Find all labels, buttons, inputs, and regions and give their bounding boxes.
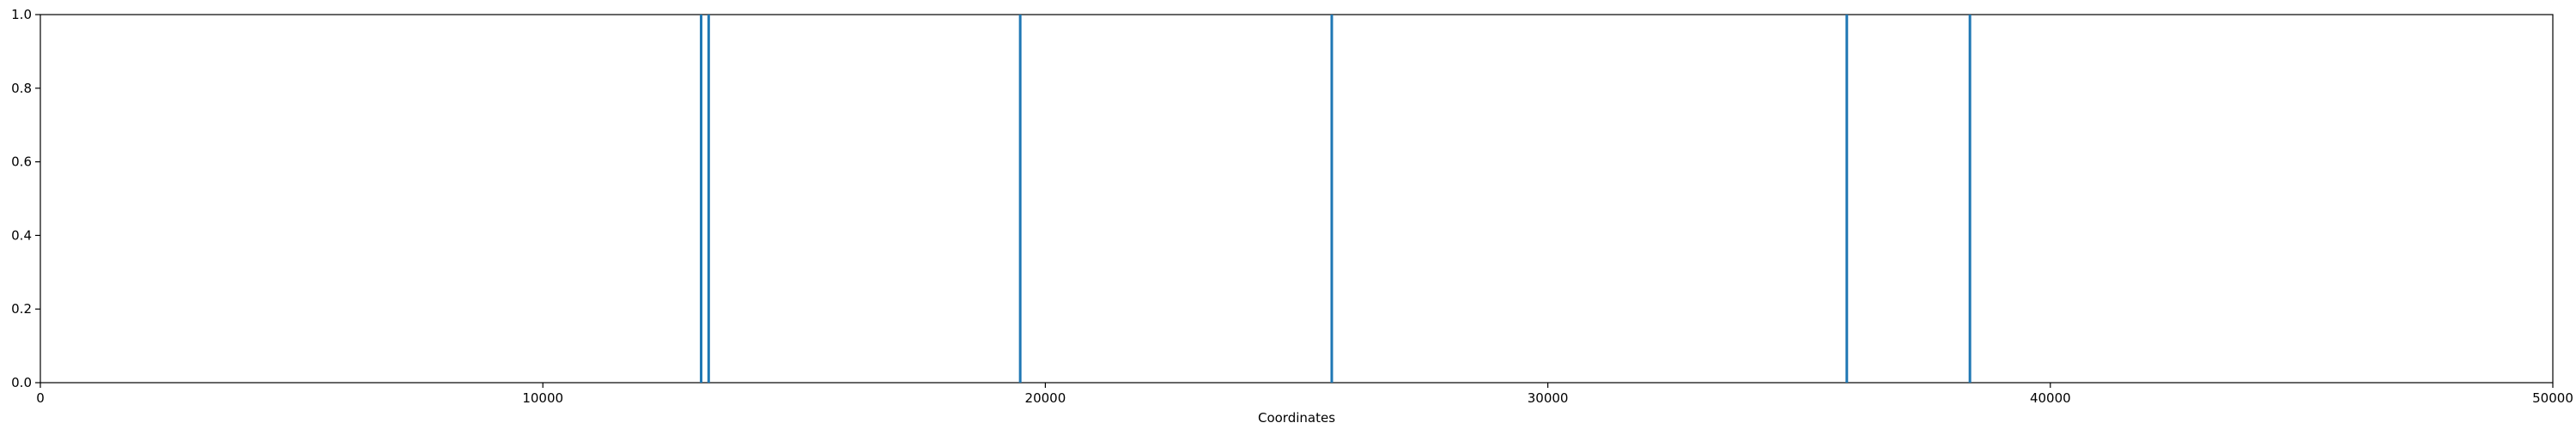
spike-series <box>700 15 1971 383</box>
y-tick-label-2: 0.4 <box>11 227 32 243</box>
y-axis: 0.0 0.2 0.4 0.6 0.8 1.0 <box>11 7 40 390</box>
x-tick-label-4: 40000 <box>2030 390 2071 406</box>
x-tick-label-2: 20000 <box>1025 390 1066 406</box>
axes-frame <box>39 14 2554 384</box>
x-axis: 0 10000 20000 30000 40000 50000 <box>36 383 2573 406</box>
x-tick-label-5: 50000 <box>2532 390 2573 406</box>
y-tick-label-0: 0.0 <box>11 375 32 390</box>
x-tick-label-0: 0 <box>36 390 45 406</box>
plot-area <box>39 14 2554 384</box>
y-tick-label-3: 0.6 <box>11 154 32 170</box>
y-tick-label-5: 1.0 <box>11 7 32 22</box>
x-tick-label-3: 30000 <box>1528 390 1569 406</box>
y-tick-label-1: 0.2 <box>11 301 32 317</box>
y-tick-label-4: 0.8 <box>11 81 32 96</box>
x-tick-label-1: 10000 <box>522 390 563 406</box>
x-axis-label: Coordinates <box>1258 410 1335 426</box>
